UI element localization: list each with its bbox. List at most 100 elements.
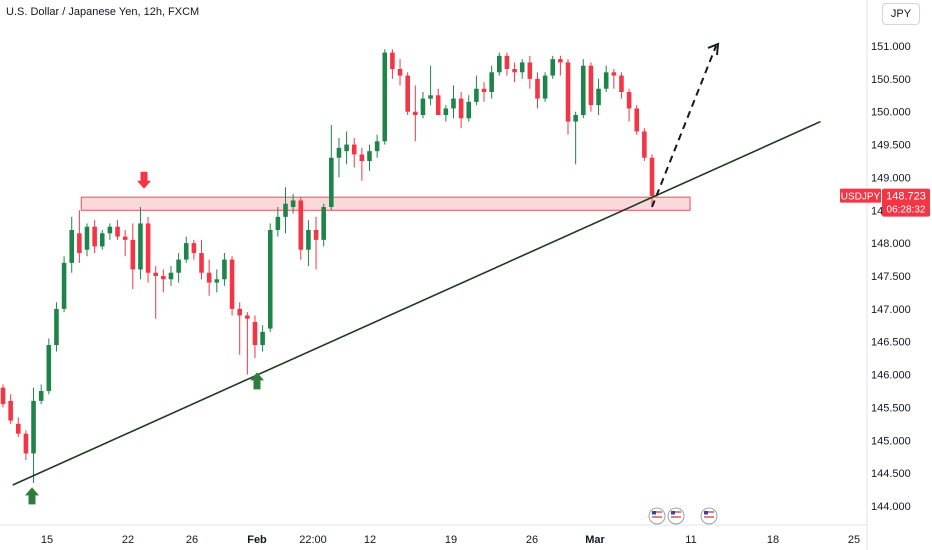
candle-body [99,233,105,247]
candle-body [527,62,533,79]
candle-body [321,207,326,240]
x-tick-label: 18 [767,534,779,546]
candle-body [626,92,632,109]
candle-body [115,226,120,237]
candle-body [183,243,189,260]
candle-body [290,200,296,207]
candle-body [84,226,90,250]
candle-body [374,141,380,152]
arrow-up-marker [25,487,39,505]
trendline [12,120,821,486]
x-tick-label: Feb [247,534,267,546]
candle-body [596,88,601,106]
candle-body [497,55,502,73]
y-tick-label: 149.500 [871,140,911,152]
candle-body [390,52,395,69]
candle-body [54,308,59,345]
projection-arrowhead [707,42,720,56]
candle-body [38,391,44,401]
y-tick-label: 144.000 [871,501,911,513]
candle-body [267,230,273,329]
candle-body [474,88,479,102]
candle-body [382,52,388,142]
flag-canton [671,511,675,515]
candle-body [344,144,349,152]
x-tick-label: Mar [585,534,605,546]
candle-body [573,115,578,122]
y-tick-label: 148.000 [871,238,911,250]
candle-body [535,78,540,99]
candle-body [92,226,97,247]
candle-body [153,272,158,276]
candle-body [237,308,242,316]
candle-body [168,272,174,280]
flag-canton [704,511,708,515]
candle-body [283,203,288,217]
candle-body [61,262,67,309]
y-tick-label: 145.000 [871,435,911,447]
x-tick-label: 11 [685,534,696,546]
candle-body [443,108,449,115]
candle-body [161,276,166,280]
candle-body [512,69,517,73]
x-tick-label: 19 [445,534,457,546]
x-tick-label: 15 [41,534,53,546]
candle-body [435,95,441,115]
candle-body [649,157,655,196]
projection-line [651,45,717,208]
x-tick-label: 26 [186,534,198,546]
last-price-label: 148.723 [886,191,926,203]
candle-body [580,65,586,115]
x-tick-label: 22 [122,534,134,546]
candle-body [367,151,372,161]
flag-canton [652,511,656,515]
candle-body [405,75,410,112]
symbol-tag [840,188,881,203]
y-tick-label: 149.000 [871,172,911,184]
candle-body [298,200,304,250]
y-tick-label: 150.000 [871,107,911,119]
x-tick-label: 26 [526,534,538,546]
y-tick-label: 147.000 [871,304,911,316]
candle-body [15,423,21,434]
countdown-label: 06:28:32 [887,205,926,216]
arrow-down-marker [137,171,151,189]
candle-body [397,69,403,76]
candle-body [275,216,281,230]
candle-body [122,236,128,240]
candle-body [458,98,464,119]
candle-body [329,157,334,207]
candle-body [634,108,640,132]
candle-body [107,226,113,234]
candle-body [603,72,609,89]
candle-body [222,259,227,280]
candle-body [588,65,594,106]
candle-body [413,111,418,115]
candle-body [245,315,250,319]
candle-body [558,59,563,63]
y-tick-label: 144.500 [871,468,911,480]
candle-body [519,62,525,73]
candle-body [489,72,494,92]
candle-body [619,75,624,92]
currency-button[interactable]: JPY [882,3,920,25]
y-tick-label: 151.000 [871,41,911,53]
x-tick-label: 12 [364,534,376,546]
arrow-up-marker [250,372,264,390]
candle-body [199,253,204,273]
candle-body [46,345,52,391]
x-tick-label: 22:00 [299,534,327,546]
candle-body [130,239,136,270]
candle-body [428,95,433,99]
candle-body [481,88,487,92]
candle-body [420,98,426,115]
candle-body [145,223,151,273]
candle-body [336,147,342,158]
y-tick-label: 145.500 [871,402,911,414]
candle-body [206,272,212,283]
candle-body [504,55,510,69]
candle-body [0,387,6,405]
last-price-tag [882,188,930,217]
y-tick-label: 146.000 [871,370,911,382]
